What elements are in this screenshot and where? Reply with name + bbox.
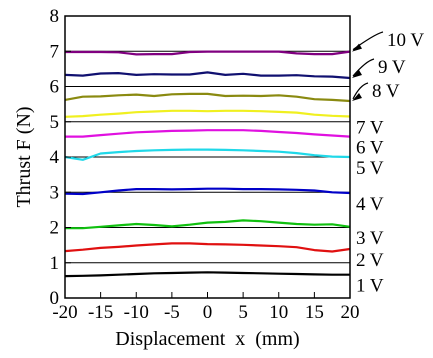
x-axis-title: Displacement x (mm) xyxy=(115,328,299,350)
leader-arrowhead xyxy=(352,70,362,79)
series-line-4v xyxy=(64,187,351,196)
series-lines xyxy=(64,50,351,278)
x-tick-label: -15 xyxy=(88,302,113,323)
series-label-8v: 8 V xyxy=(372,81,400,102)
grid-lines xyxy=(65,50,350,264)
series-label-1v: 1 V xyxy=(356,276,384,297)
series-line-6v xyxy=(65,129,351,138)
y-tick-label: 0 xyxy=(50,288,60,309)
x-tick-label: -5 xyxy=(164,302,180,323)
series-line-10v xyxy=(65,50,351,56)
series-label-9v: 9 V xyxy=(378,57,406,78)
series-label-5v: 5 V xyxy=(356,158,384,179)
y-tick-label: 5 xyxy=(50,112,60,133)
x-tick-label: -20 xyxy=(52,302,77,323)
series-label-2v: 2 V xyxy=(356,250,384,271)
y-tick-label: 4 xyxy=(50,147,60,168)
series-line-5v xyxy=(64,148,351,161)
series-line-7v xyxy=(64,109,351,118)
series-label-6v: 6 V xyxy=(356,138,384,159)
leader-arrowhead xyxy=(352,43,362,52)
x-tick-label: 10 xyxy=(269,302,288,323)
x-tick-label: 15 xyxy=(305,302,324,323)
x-tick-label: 0 xyxy=(203,302,213,323)
leader-line xyxy=(352,58,375,77)
leader-arrowhead xyxy=(352,92,362,101)
y-tick-label: 8 xyxy=(50,6,60,27)
series-line-1v xyxy=(64,271,350,278)
y-tick-label: 3 xyxy=(50,182,60,203)
x-tick-label: -10 xyxy=(124,302,149,323)
series-label-3v: 3 V xyxy=(356,228,384,249)
x-tick-label: 20 xyxy=(341,302,360,323)
series-line-3v xyxy=(65,219,351,230)
x-tick-label: 5 xyxy=(238,302,248,323)
series-label-4v: 4 V xyxy=(356,194,384,215)
series-line-9v xyxy=(64,71,351,80)
y-tick-label: 1 xyxy=(50,253,60,274)
series-line-2v xyxy=(64,242,351,253)
series-label-10v: 10 V xyxy=(387,30,424,51)
axis-ticks: 0 1 2 3 4 5 6 7 8 -20 -15 -10 -5 0 5 10 15 20 xyxy=(50,6,360,323)
y-tick-label: 6 xyxy=(50,77,60,98)
leader-line xyxy=(352,82,369,100)
y-axis-title: Thrust F (N) xyxy=(13,106,35,207)
series-labels: 1 V 2 V3 V 4 V 5 V6 V7 V 8 V 9 V 10 V xyxy=(352,30,424,297)
series-line-8v xyxy=(64,92,351,103)
y-tick-label: 7 xyxy=(50,41,60,62)
series-label-7v: 7 V xyxy=(356,117,384,138)
y-tick-label: 2 xyxy=(50,218,60,239)
